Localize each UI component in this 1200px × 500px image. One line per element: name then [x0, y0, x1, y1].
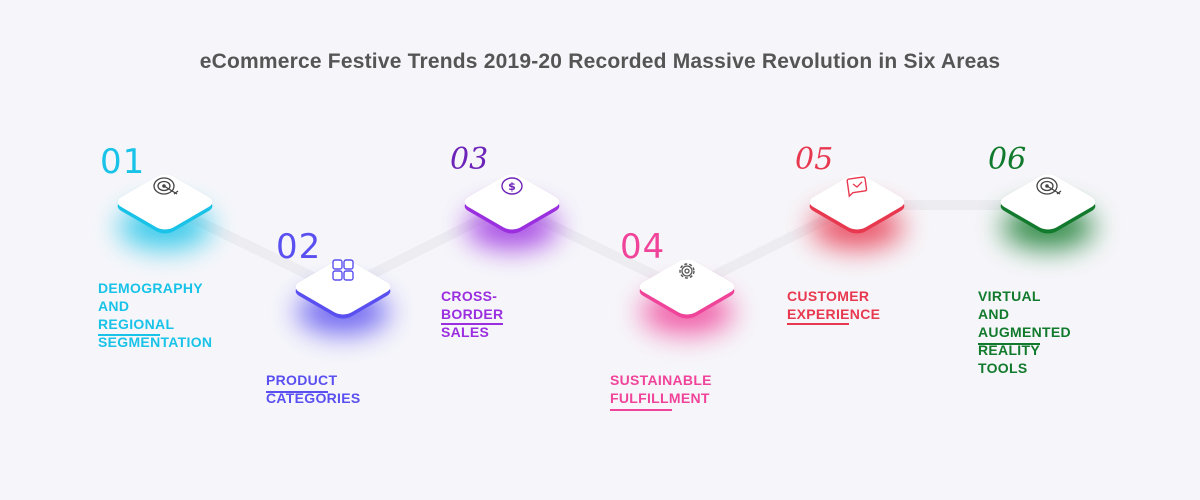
chat-bubble-icon [846, 176, 868, 198]
label-underline [610, 409, 672, 411]
step-label: CROSS-BORDER SALES [441, 288, 504, 340]
svg-text:$: $ [508, 180, 516, 193]
target-icon [1036, 177, 1062, 195]
step-tile [988, 160, 1108, 270]
target-icon [153, 177, 179, 195]
step-label: DEMOGRAPHY AND REGIONAL SEGMENTATION [98, 280, 213, 350]
step-tile [105, 160, 225, 270]
step-tile [627, 245, 747, 355]
label-underline [787, 323, 849, 325]
step-number: 06 [988, 142, 1027, 177]
step-number: 03 [450, 142, 489, 177]
step-label: PRODUCT CATEGORIES [266, 372, 361, 406]
step-label: CUSTOMER EXPERIENCE [787, 288, 881, 322]
step-tile [283, 245, 403, 355]
step-tile [797, 160, 917, 270]
step-label: VIRTUAL AND AUGMENTED REALITY TOOLS [978, 288, 1071, 376]
dollar-coin-icon: $ [501, 177, 523, 195]
grid-icon [332, 259, 354, 281]
page-title: eCommerce Festive Trends 2019-20 Recorde… [199, 50, 1001, 73]
step-label: SUSTAINABLE FULFILLMENT [610, 372, 712, 406]
label-underline [98, 334, 160, 336]
label-underline [266, 391, 328, 393]
label-underline [978, 343, 1040, 345]
label-underline [441, 323, 503, 325]
step-number: 05 [795, 142, 834, 177]
step-number: 04 [620, 227, 666, 267]
step-tile: $ [452, 160, 572, 270]
step-number: 01 [100, 142, 146, 182]
step-number: 02 [276, 227, 322, 267]
gear-icon [679, 263, 695, 279]
